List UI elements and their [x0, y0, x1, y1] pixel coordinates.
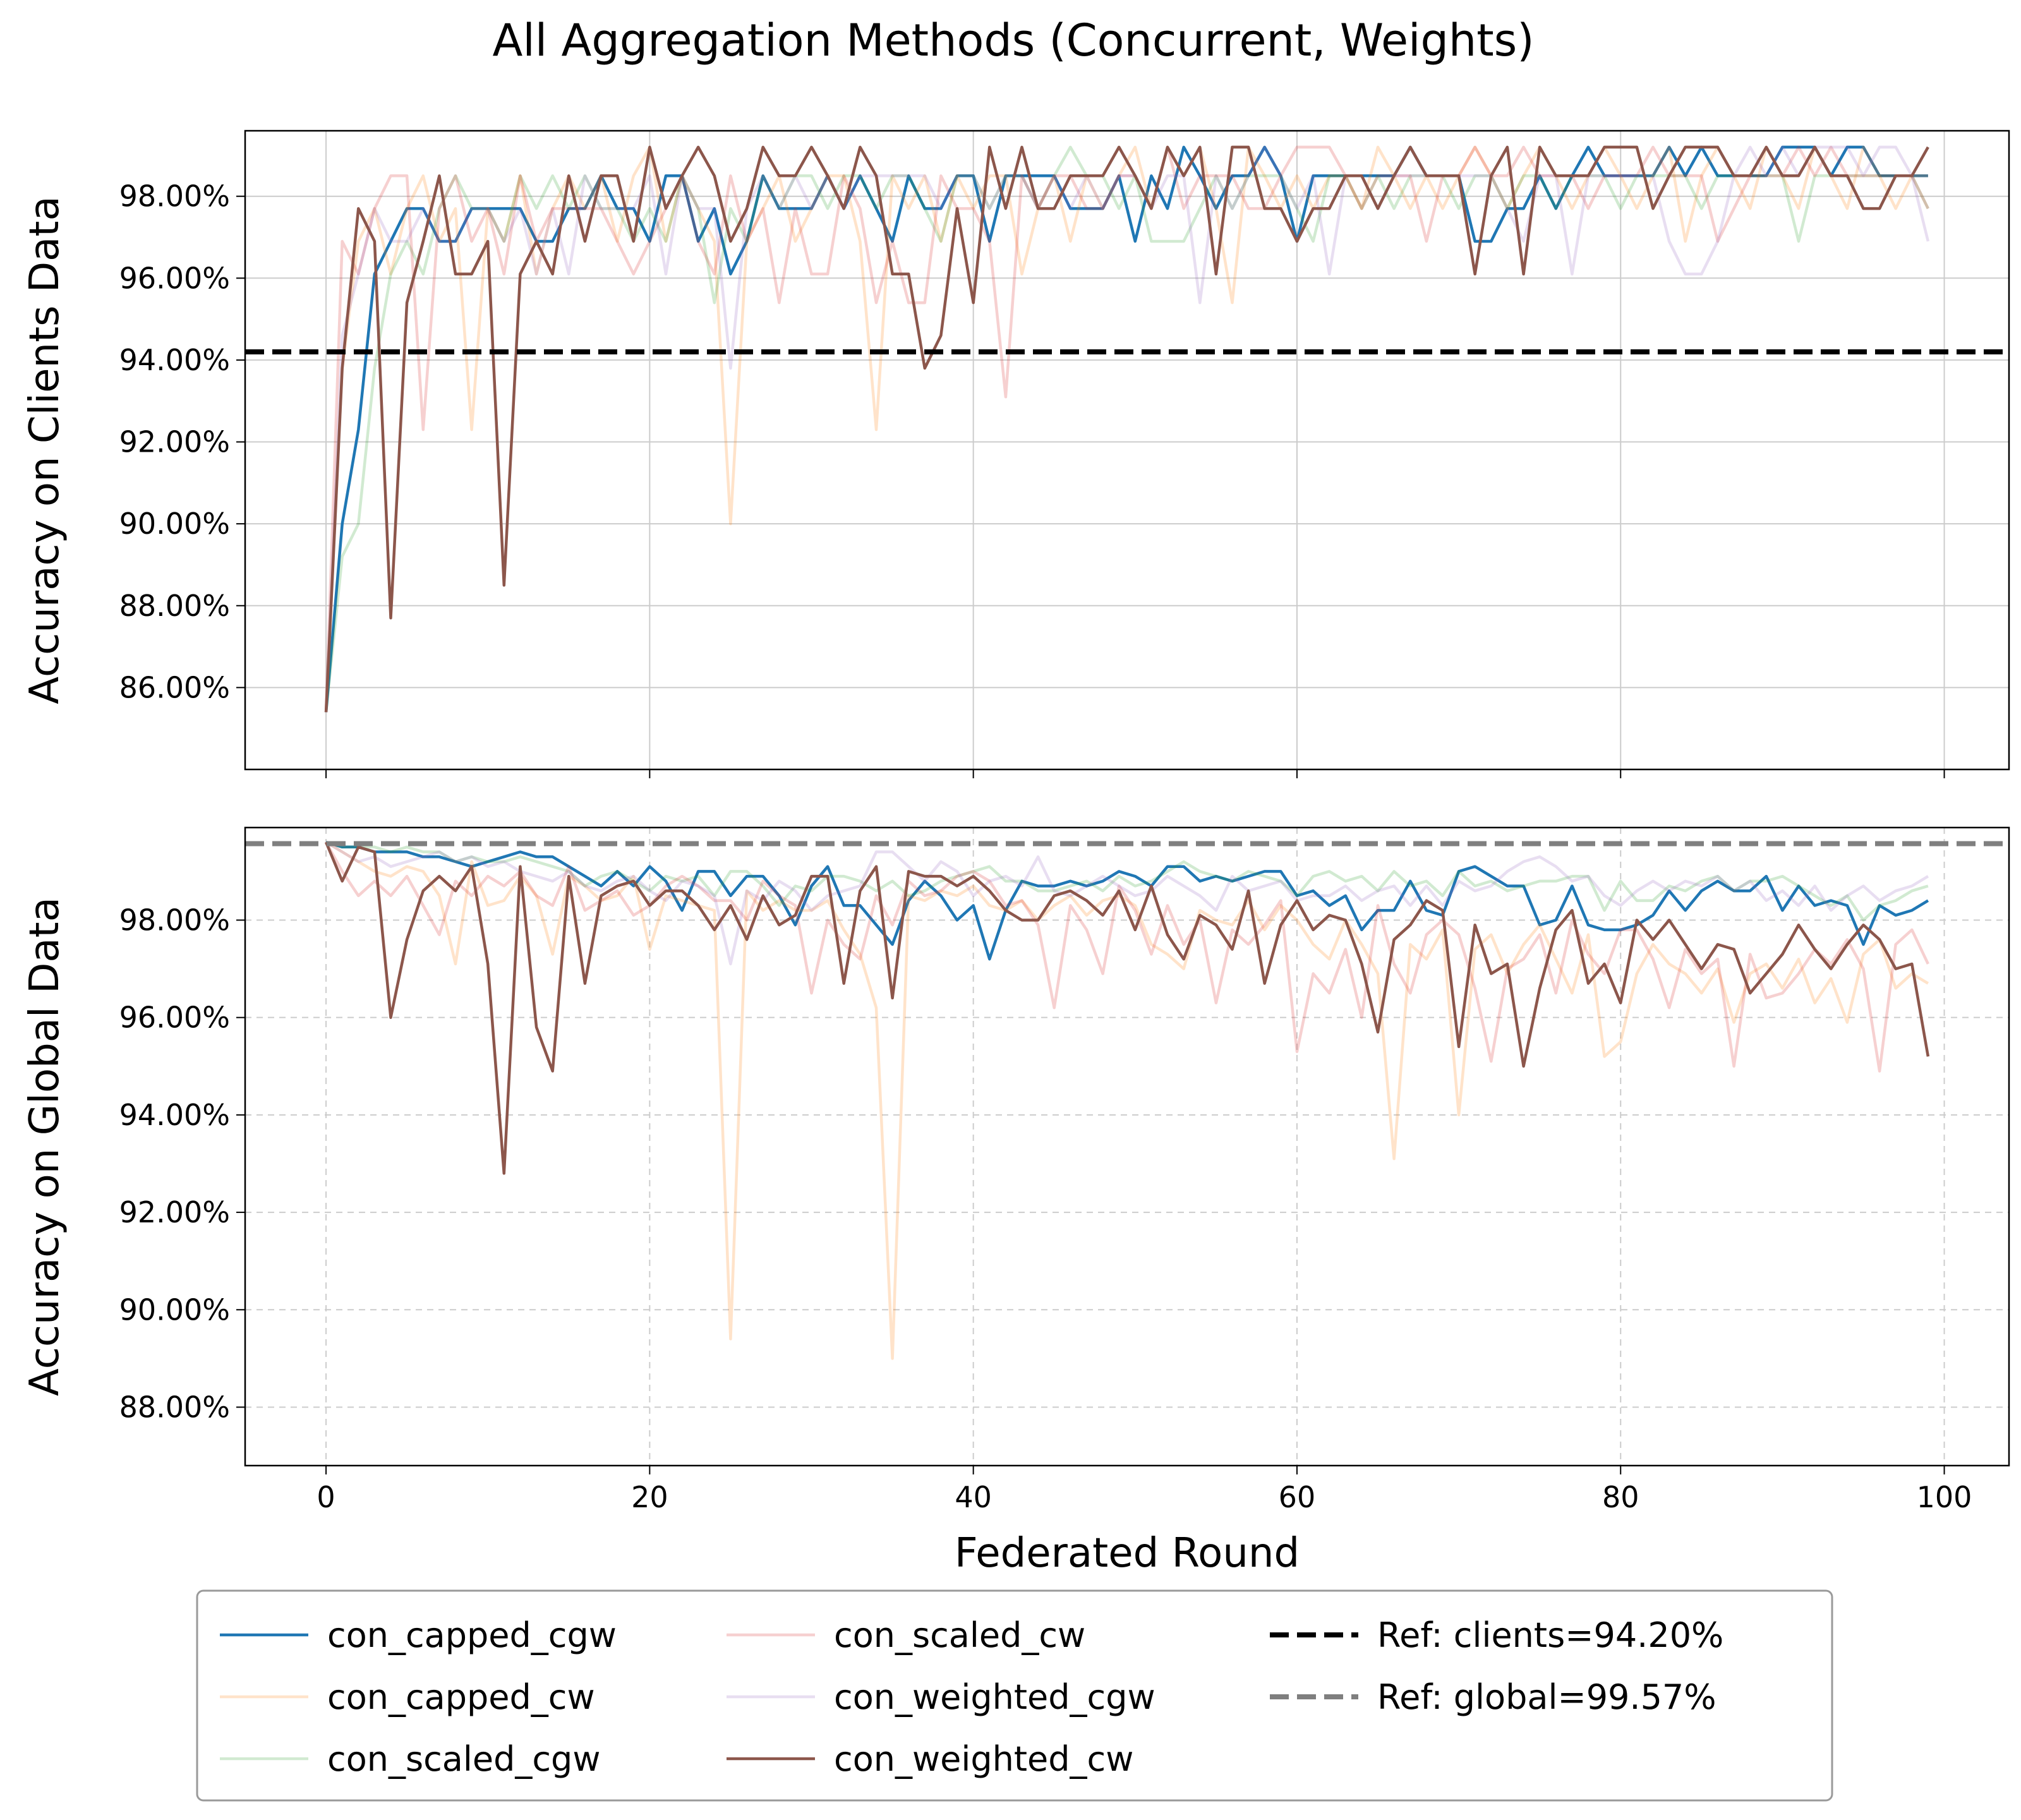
series-line-con-weighted-cw [325, 841, 1930, 1175]
x-tick-label: 80 [1602, 1480, 1639, 1514]
legend-label: Ref: global=99.57% [1377, 1677, 1716, 1717]
legend-item: con_scaled_cw [727, 1615, 1085, 1655]
y-axis-title: Accuracy on Global Data [21, 897, 68, 1396]
y-tick-label: 90.00% [119, 1293, 230, 1327]
x-tick-label: 100 [1917, 1480, 1972, 1514]
y-tick-label: 98.00% [119, 179, 230, 214]
y-tick-label: 92.00% [119, 425, 230, 459]
legend-item: Ref: clients=94.20% [1270, 1615, 1723, 1655]
x-tick-label: 40 [955, 1480, 992, 1514]
series-line-con-scaled-cgw [324, 145, 1929, 713]
x-axis-title: Federated Round [955, 1530, 1300, 1577]
legend-label: con_scaled_cw [834, 1615, 1085, 1655]
subplots: 86.00% 88.00% 90.00% 92.00% 94.00% 96.00% 98.0… [21, 130, 2010, 1514]
y-tick-label: 88.00% [119, 1390, 230, 1424]
series-group [324, 145, 1930, 713]
y-tick-label: 88.00% [119, 589, 230, 623]
legend-item: con_capped_cgw [220, 1615, 617, 1655]
legend: con_capped_cgw con_capped_cw con_scaled_cg… [196, 1589, 1833, 1802]
legend-label: con_weighted_cw [834, 1739, 1133, 1779]
legend-item: con_scaled_cgw [220, 1739, 601, 1779]
series-line-con-capped-cgw [324, 145, 1928, 713]
y-tick-label: 86.00% [119, 670, 230, 704]
y-tick-label: 96.00% [119, 1001, 230, 1035]
legend-item: con_weighted_cgw [727, 1677, 1155, 1717]
legend-box [196, 1589, 1833, 1802]
legend-label: con_scaled_cgw [327, 1739, 601, 1779]
series-line-con-weighted-cgw [325, 841, 1929, 966]
y-tick-label: 98.00% [119, 903, 230, 937]
legend-item: con_weighted_cw [727, 1739, 1133, 1779]
series-line-con-scaled-cw [325, 841, 1929, 1073]
y-tick-label: 94.00% [119, 1098, 230, 1132]
y-axis-title: Accuracy on Clients Data [21, 196, 68, 704]
subplot-global: 88.00% 90.00% 92.00% 94.00% 96.00% 98.00% 0 20 4… [21, 826, 2010, 1514]
legend-label: con_capped_cw [327, 1677, 595, 1717]
legend-label: con_capped_cgw [327, 1615, 617, 1655]
x-tick-label: 20 [631, 1480, 668, 1514]
y-tick-label: 94.00% [119, 343, 230, 377]
series-line-con-weighted-cgw [324, 145, 1930, 713]
series-line-con-capped-cw [325, 841, 1929, 1360]
legend-item: Ref: global=99.57% [1270, 1677, 1716, 1717]
y-tick-label: 96.00% [119, 261, 230, 295]
legend-item: con_capped_cw [220, 1677, 595, 1717]
series-line-con-capped-cgw [325, 840, 1929, 961]
series-line-con-scaled-cgw [325, 840, 1929, 922]
legend-label: Ref: clients=94.20% [1377, 1615, 1723, 1655]
plot-frame [244, 826, 2010, 1467]
legend-label: con_weighted_cgw [834, 1677, 1155, 1717]
plot-frame [244, 130, 2010, 771]
chart-title: All Aggregation Methods (Concurrent, Wei… [492, 15, 1534, 66]
series-line-con-weighted-cw [324, 145, 1929, 713]
x-tick-label: 0 [317, 1480, 335, 1514]
subplot-clients: 86.00% 88.00% 90.00% 92.00% 94.00% 96.00% 98.0… [21, 130, 2010, 778]
series-group [325, 840, 1930, 1360]
y-tick-label: 90.00% [119, 507, 230, 541]
y-tick-label: 92.00% [119, 1195, 230, 1229]
x-tick-label: 60 [1279, 1480, 1316, 1514]
